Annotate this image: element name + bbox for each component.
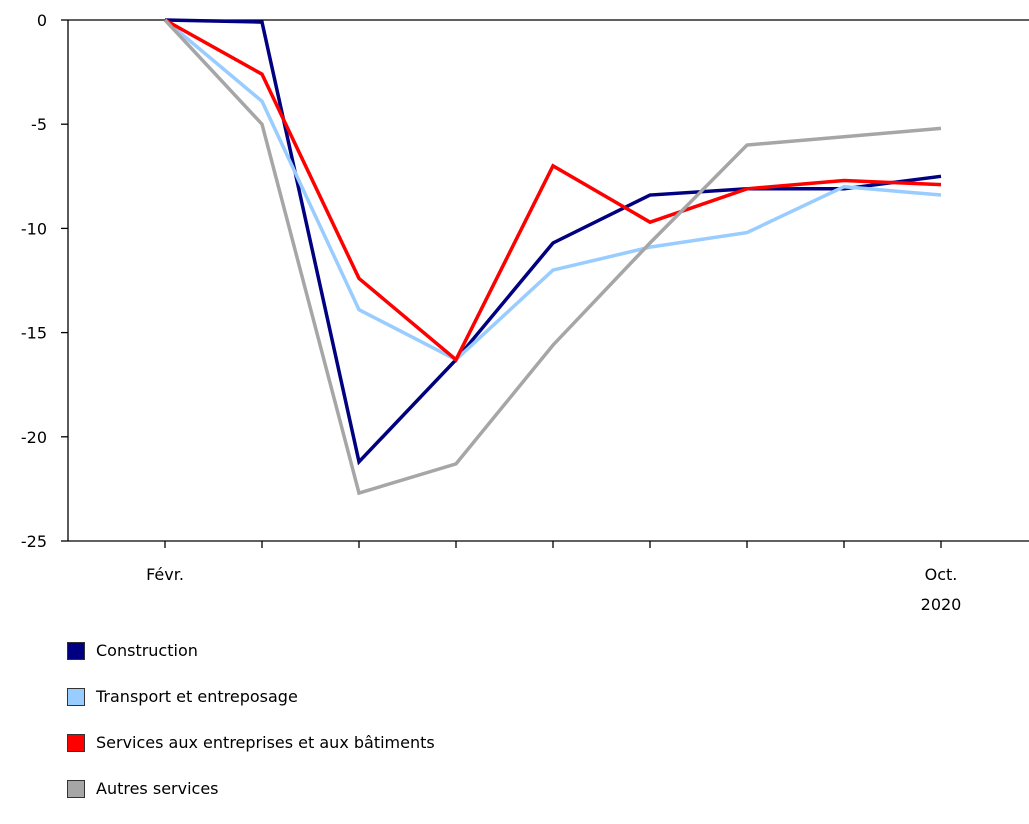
legend-swatch	[67, 642, 85, 660]
legend-label: Autres services	[96, 779, 219, 798]
series-line-construction	[164, 18, 942, 466]
y-tick-label: -5	[31, 115, 47, 134]
y-tick-label: -25	[21, 532, 47, 551]
x-tick-label: Févr.	[146, 565, 184, 584]
legend-swatch	[67, 780, 85, 798]
series-line-transport-et-entreposage	[163, 18, 942, 362]
axes	[61, 19, 1029, 548]
y-tick-label: -20	[21, 428, 47, 447]
line-chart: 0 -5 -10 -15 -20 -25 Févr. Oct. 2020	[21, 11, 1029, 614]
series-line-autres-services	[163, 18, 942, 496]
tick-labels: 0 -5 -10 -15 -20 -25 Févr. Oct. 2020	[21, 11, 962, 614]
y-tick-label: 0	[37, 11, 47, 30]
x-year-label: 2020	[921, 595, 962, 614]
y-tick-label: -15	[21, 324, 47, 343]
series-line-services-aux-entreprises-et-aux-b-timents	[164, 18, 942, 363]
legend-label: Services aux entreprises et aux bâtiment…	[96, 733, 435, 752]
series-lines	[163, 18, 942, 496]
x-tick-label: Oct.	[925, 565, 958, 584]
legend-swatch	[67, 734, 85, 752]
legend-label: Construction	[96, 641, 198, 660]
y-tick-label: -10	[21, 219, 47, 238]
legend-label: Transport et entreposage	[96, 687, 298, 706]
legend-swatch	[67, 688, 85, 706]
